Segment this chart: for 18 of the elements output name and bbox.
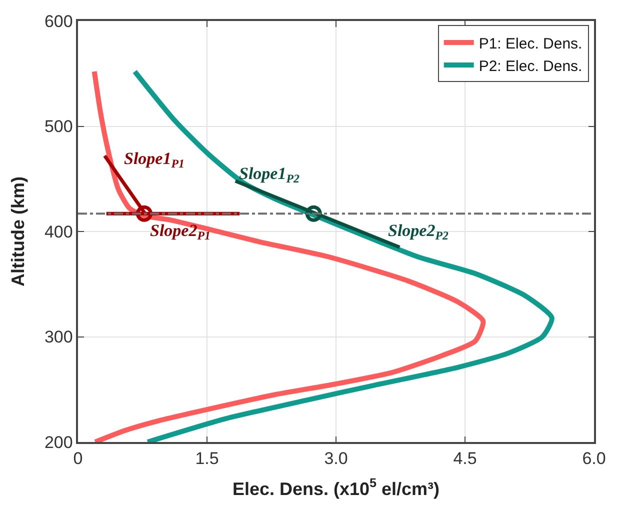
legend-label: P1: Elec. Dens. [478, 35, 582, 52]
x-tick-label: 0 [73, 449, 83, 468]
y-tick-label: 400 [44, 222, 73, 242]
x-tick-label: 4.5 [453, 449, 477, 468]
y-tick-label: 600 [44, 12, 73, 31]
x-axis-title: Elec. Dens. (x10$^{5}$ el/cm³) [232, 476, 440, 499]
y-tick-label: 200 [44, 432, 73, 452]
y-tick-label: 500 [44, 117, 73, 136]
x-tick-label: 6.0 [582, 449, 606, 468]
y-tick-label: 300 [44, 328, 73, 347]
annotation: Slope1$_{P1}$ [124, 149, 184, 171]
legend-label: P2: Elec. Dens. [478, 58, 582, 75]
annotation: Slope2$_{P1}$ [150, 221, 210, 243]
y-axis-title: Altitude (km) [8, 176, 28, 286]
annotation: Slope1$_{P2}$ [239, 164, 300, 186]
annotation: Slope2$_{P2}$ [388, 221, 448, 243]
x-tick-label: 3.0 [324, 449, 348, 468]
x-tick-label: 1.5 [195, 449, 219, 468]
